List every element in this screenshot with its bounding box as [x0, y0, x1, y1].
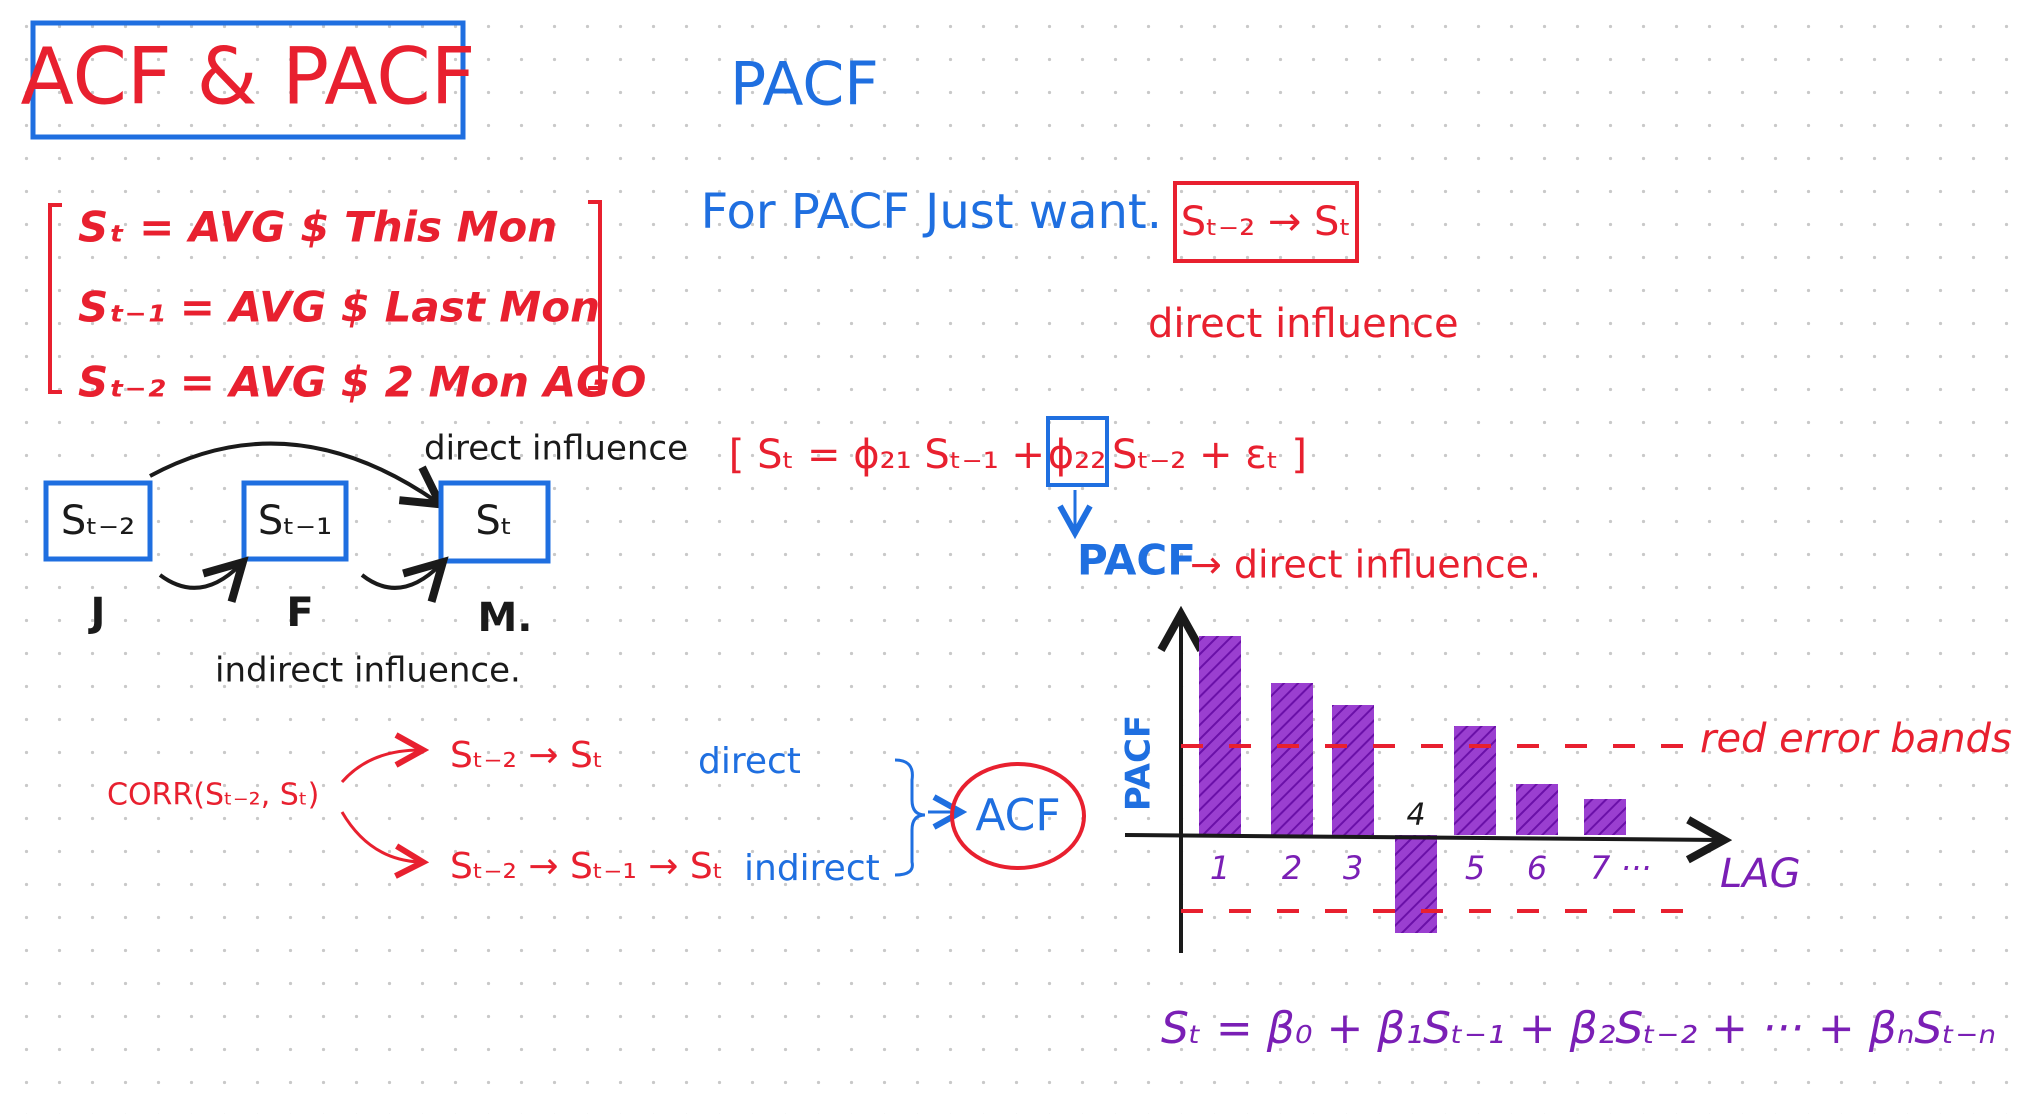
equation-coefficient: ϕ₂₂ — [1048, 432, 1106, 478]
node-box — [241, 480, 349, 562]
node-box — [438, 480, 551, 564]
brace — [894, 758, 926, 877]
band-label: red error bands — [1700, 716, 2012, 762]
lag-label: 2 — [1282, 849, 1302, 887]
coefficient-meaning: → direct influence. — [1190, 543, 1541, 587]
regression-equation: Sₜ = β₀ + β₁Sₜ₋₁ + β₂Sₜ₋₂ + ··· + βₙSₜ₋ₙ — [1161, 1003, 1996, 1054]
title-box — [30, 20, 466, 140]
indirect-arrow — [158, 565, 240, 588]
corr-arrow — [340, 811, 420, 862]
lag-label: 1 — [1210, 849, 1230, 887]
lag-label: 5 — [1465, 849, 1485, 887]
corr-kind: indirect — [744, 848, 880, 889]
node-box — [43, 480, 153, 562]
section-heading: PACF — [730, 50, 879, 120]
pacf-intro: For PACF Just want. — [701, 184, 1162, 240]
bar — [1199, 636, 1241, 835]
coefficient-box — [1046, 416, 1109, 487]
node-label: Sₜ₋₂ — [61, 498, 135, 544]
right-bracket — [588, 200, 602, 390]
corr-kind: direct — [698, 741, 801, 782]
lag-label: 6 — [1527, 849, 1547, 887]
definition: Sₜ₋₂ = AVG $ 2 Mon AGO — [78, 358, 646, 407]
left-bracket — [48, 203, 62, 394]
bar — [1516, 784, 1558, 835]
target-box — [1173, 181, 1359, 263]
equation-part: Sₜ₋₂ + εₜ ] — [1112, 432, 1307, 478]
corr-chain: Sₜ₋₂ → Sₜ — [450, 735, 603, 776]
indirect-arrow — [360, 565, 440, 588]
node-label: Sₜ — [475, 498, 512, 544]
x-axis-label: LAG — [1720, 851, 1801, 897]
month-label: F — [286, 590, 313, 636]
bar — [1271, 683, 1313, 835]
acf-circle — [950, 762, 1086, 870]
lag-label: 3 — [1343, 849, 1363, 887]
title: ACF & PACF — [20, 32, 475, 122]
direct-label: direct influence — [424, 429, 688, 469]
lag-label: 4 — [1406, 798, 1425, 833]
equation-part: [ Sₜ = ϕ₂₁ Sₜ₋₁ + — [729, 432, 1045, 478]
month-label: J — [88, 590, 106, 636]
bar — [1454, 726, 1496, 835]
x-axis — [1124, 835, 1720, 840]
pacf-target: Sₜ₋₂ → Sₜ — [1181, 199, 1351, 245]
corr-result: ACF — [975, 790, 1060, 841]
month-label: M. — [478, 595, 533, 641]
direct-arrow — [149, 441, 437, 502]
bar — [1332, 705, 1374, 835]
corr-chain: Sₜ₋₂ → Sₜ₋₁ → Sₜ — [450, 846, 723, 887]
node-label: Sₜ₋₁ — [258, 498, 332, 544]
corr-expression: CORR(Sₜ₋₂, Sₜ) — [107, 778, 319, 813]
target-note: direct influence — [1148, 301, 1459, 347]
corr-arrow — [340, 750, 420, 783]
definition: Sₜ = AVG $ This Mon — [78, 203, 557, 252]
bar — [1584, 799, 1626, 835]
bar — [1395, 835, 1437, 933]
coefficient-label: PACF — [1077, 536, 1196, 585]
lag-label: 7 ··· — [1590, 849, 1651, 887]
definition: Sₜ₋₁ = AVG $ Last Mon — [78, 283, 600, 332]
y-axis-label: PACF — [1119, 715, 1159, 811]
indirect-label: indirect influence. — [215, 651, 521, 691]
